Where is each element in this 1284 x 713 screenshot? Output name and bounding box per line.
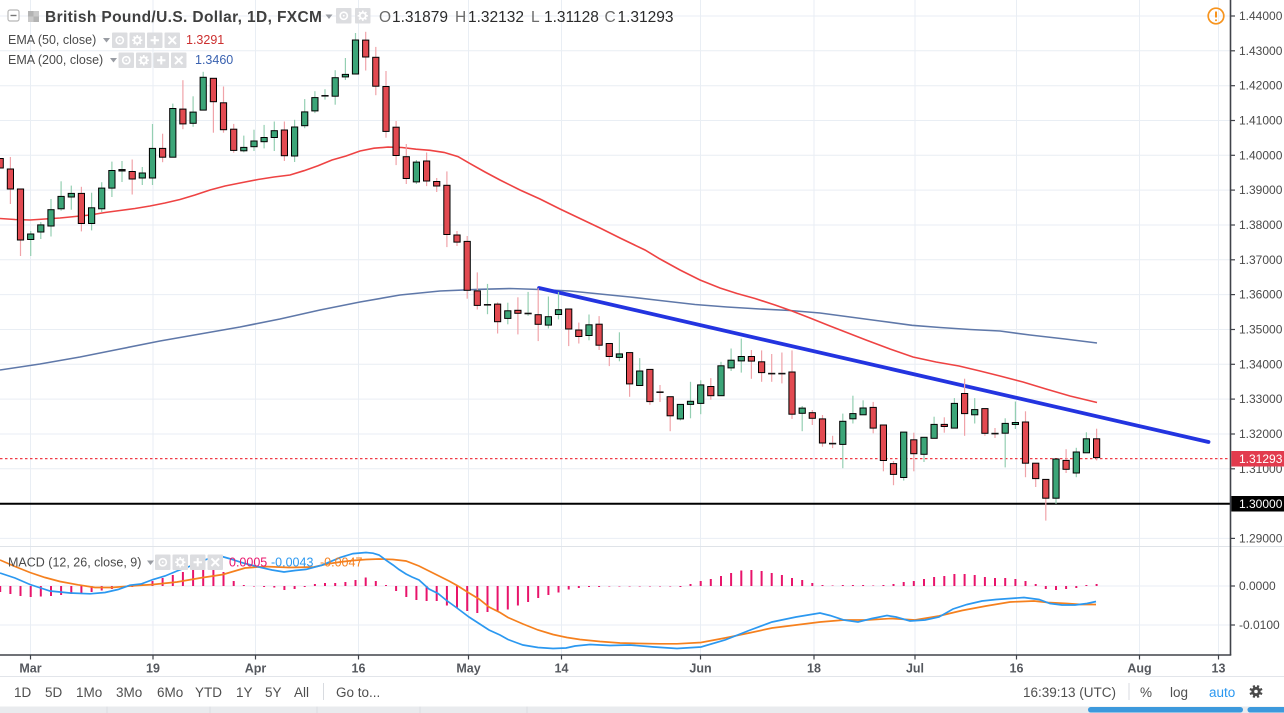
svg-text:auto: auto [1209,685,1235,700]
svg-text:1Mo: 1Mo [76,685,102,700]
svg-text:Jun: Jun [689,662,711,676]
svg-text:1.3460: 1.3460 [195,53,233,67]
svg-text:16:39:13 (UTC): 16:39:13 (UTC) [1023,685,1116,700]
svg-text:EMA (200, close): EMA (200, close) [8,53,103,67]
svg-text:1.31293: 1.31293 [618,9,674,26]
svg-text:1.31293: 1.31293 [1239,452,1283,466]
svg-text:3Mo: 3Mo [116,685,142,700]
svg-text:-0.0100: -0.0100 [1239,618,1280,632]
svg-text:L: L [531,9,540,26]
svg-text:1.3291: 1.3291 [186,33,224,47]
svg-text:1.31879: 1.31879 [392,9,448,26]
svg-text:1.30000: 1.30000 [1239,497,1283,511]
svg-text:19: 19 [146,662,160,676]
svg-text:0.0005: 0.0005 [229,556,267,570]
svg-text:1D: 1D [14,685,32,700]
svg-text:1.35000: 1.35000 [1239,323,1283,337]
svg-text:0.0000: 0.0000 [1239,579,1276,593]
svg-text:H: H [455,9,466,26]
svg-text:Apr: Apr [245,662,267,676]
svg-text:C: C [605,9,616,26]
svg-text:1.33000: 1.33000 [1239,392,1283,406]
svg-text:6Mo: 6Mo [157,685,183,700]
svg-text:1.40000: 1.40000 [1239,148,1283,162]
svg-text:-0.0043: -0.0043 [271,556,313,570]
svg-text:1.31128: 1.31128 [544,9,599,26]
svg-text:May: May [456,662,480,676]
svg-text:YTD: YTD [195,685,222,700]
svg-text:British Pound/U.S. Dollar, 1D,: British Pound/U.S. Dollar, 1D, FXCM [45,9,322,26]
svg-text:Jul: Jul [906,662,924,676]
svg-text:1.36000: 1.36000 [1239,288,1283,302]
svg-text:14: 14 [555,662,569,676]
svg-text:%: % [1140,685,1152,700]
svg-text:All: All [294,685,309,700]
svg-text:log: log [1170,685,1188,700]
svg-text:1.29000: 1.29000 [1239,531,1283,545]
svg-text:1.32000: 1.32000 [1239,427,1283,441]
svg-text:1.44000: 1.44000 [1239,9,1283,23]
svg-text:5Y: 5Y [265,685,282,700]
svg-text:1.38000: 1.38000 [1239,218,1283,232]
svg-text:1.37000: 1.37000 [1239,253,1283,267]
svg-text:1.42000: 1.42000 [1239,79,1283,93]
svg-text:1Y: 1Y [236,685,253,700]
svg-text:O: O [379,9,391,26]
svg-text:1.34000: 1.34000 [1239,357,1283,371]
svg-text:1.43000: 1.43000 [1239,44,1283,58]
svg-text:18: 18 [807,662,821,676]
svg-text:16: 16 [1010,662,1024,676]
svg-text:EMA (50, close): EMA (50, close) [8,33,96,47]
svg-text:-0.0047: -0.0047 [320,556,362,570]
svg-text:Mar: Mar [19,662,41,676]
svg-text:1.32132: 1.32132 [468,9,524,26]
svg-text:5D: 5D [45,685,63,700]
svg-text:Aug: Aug [1127,662,1151,676]
svg-text:MACD (12, 26, close, 9): MACD (12, 26, close, 9) [8,556,141,570]
svg-text:1.39000: 1.39000 [1239,183,1283,197]
svg-text:16: 16 [352,662,366,676]
svg-text:13: 13 [1212,662,1226,676]
svg-text:1.41000: 1.41000 [1239,114,1283,128]
svg-text:Go to...: Go to... [336,685,380,700]
